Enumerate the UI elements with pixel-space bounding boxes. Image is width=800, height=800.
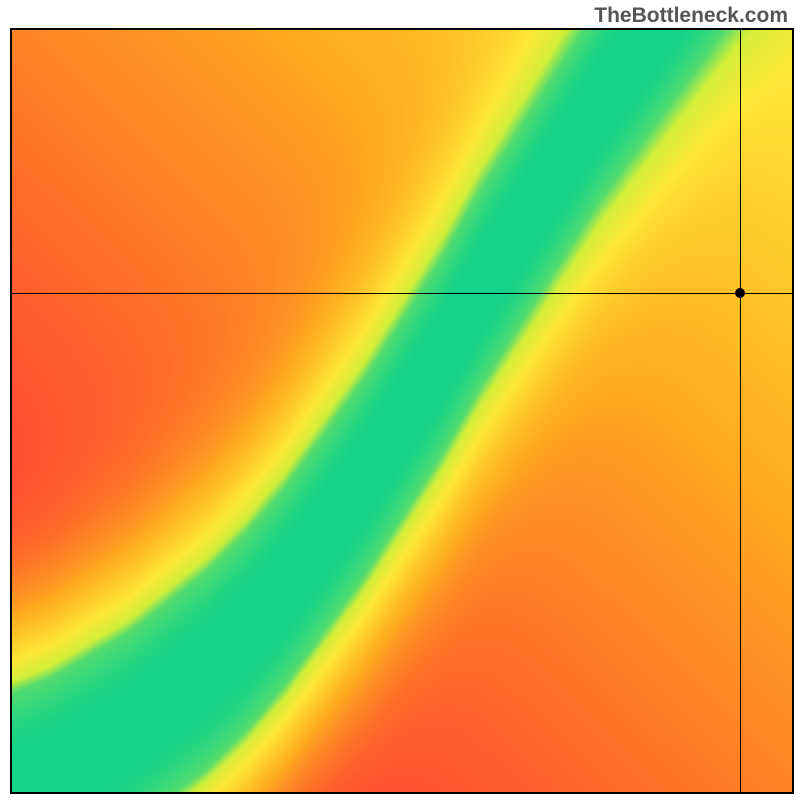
heatmap-canvas bbox=[12, 30, 792, 792]
heatmap-plot-area bbox=[10, 28, 794, 794]
crosshair-vertical bbox=[740, 30, 741, 792]
watermark-text: TheBottleneck.com bbox=[594, 4, 788, 28]
crosshair-horizontal bbox=[12, 293, 792, 294]
figure-container: TheBottleneck.com bbox=[0, 0, 800, 800]
marker-dot bbox=[735, 288, 745, 298]
